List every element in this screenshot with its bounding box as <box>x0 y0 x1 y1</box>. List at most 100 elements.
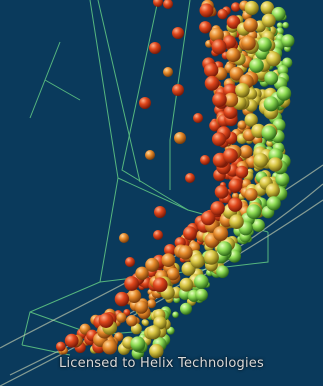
particle-sphere <box>195 288 208 302</box>
particle-sphere <box>275 172 290 187</box>
particle-sphere <box>226 47 241 63</box>
particle-sphere <box>127 289 142 303</box>
particle-sphere <box>183 226 197 241</box>
particle-sphere <box>211 39 227 55</box>
particle-sphere <box>276 86 292 101</box>
particle-sphere <box>179 277 194 292</box>
particle-sphere <box>149 42 161 54</box>
particle-sphere <box>235 165 249 179</box>
particle-sphere <box>199 3 214 18</box>
particle-sphere <box>243 18 258 33</box>
particle-sphere <box>55 341 66 352</box>
particle-sphere <box>139 97 151 109</box>
particle-sphere <box>185 173 195 183</box>
particle-sphere <box>102 339 118 355</box>
particle-sphere <box>154 206 166 218</box>
particle-sphere <box>210 201 225 216</box>
particle-sphere <box>161 253 176 267</box>
license-watermark: Licensed to Helix Technologies <box>59 356 264 371</box>
particle-sphere <box>229 214 244 229</box>
particle-sphere <box>147 299 156 309</box>
particle-sphere <box>244 188 258 201</box>
particle-sphere <box>235 83 250 98</box>
particle-sphere <box>64 333 79 348</box>
particle-sphere <box>281 34 295 48</box>
particle-sphere <box>217 241 232 256</box>
particle-sphere <box>164 244 176 256</box>
particle-sphere <box>126 315 138 327</box>
particle-sphere <box>223 92 239 108</box>
particle-sphere <box>145 257 160 272</box>
particle-sphere <box>204 75 220 91</box>
particle-sphere <box>180 302 192 315</box>
particle-sphere <box>116 312 127 323</box>
particle-sphere <box>130 336 146 352</box>
particle-sphere <box>153 230 163 240</box>
particle-sphere <box>223 105 238 119</box>
particle-sphere <box>134 300 148 314</box>
wireframe-frame <box>21 0 269 356</box>
particle-sphere <box>125 257 135 267</box>
particle-sphere <box>149 343 164 359</box>
particle-spheres <box>55 0 295 360</box>
particle-sphere <box>216 265 229 279</box>
particle-sphere <box>119 233 129 243</box>
particle-sphere <box>228 178 243 193</box>
particle-sphere <box>178 245 193 260</box>
particle-sphere <box>153 0 163 7</box>
particle-sphere <box>268 157 283 172</box>
particle-sphere <box>244 0 259 16</box>
particle-sphere <box>193 113 203 123</box>
particle-sphere <box>228 197 243 212</box>
particle-sphere <box>214 185 229 199</box>
particle-sphere <box>265 183 280 198</box>
particle-sphere <box>246 204 262 220</box>
particle-sphere <box>249 58 264 73</box>
particle-sphere <box>237 120 247 130</box>
particle-sphere <box>231 2 241 12</box>
particle-sphere <box>98 313 114 328</box>
particle-sphere <box>282 22 289 29</box>
particle-sphere <box>266 196 281 211</box>
particle-sphere <box>260 1 275 15</box>
particle-sphere <box>209 27 224 43</box>
particle-sphere <box>257 37 272 52</box>
particle-sphere <box>142 319 149 326</box>
particle-sphere <box>172 311 179 318</box>
particle-sphere <box>241 35 256 51</box>
particle-sphere <box>204 250 219 265</box>
particle-sphere <box>213 226 229 242</box>
particle-sphere <box>166 267 180 281</box>
particle-sphere <box>263 96 279 112</box>
particle-sphere <box>201 210 216 226</box>
particle-sphere <box>277 64 289 76</box>
particle-sphere <box>251 218 265 232</box>
particle-sphere <box>199 21 212 34</box>
particle-sphere <box>174 132 186 144</box>
particle-sphere <box>146 325 161 340</box>
particle-sphere <box>229 66 244 81</box>
particle-sphere <box>261 13 276 28</box>
particle-sphere <box>163 67 173 77</box>
particle-sphere <box>222 148 238 164</box>
particle-sphere <box>261 125 277 141</box>
particle-sphere <box>163 0 173 9</box>
particle-sphere <box>212 92 227 107</box>
particle-sphere <box>135 266 149 280</box>
particle-sphere <box>172 27 184 39</box>
particle-sphere <box>152 277 168 293</box>
particle-sphere <box>212 132 226 147</box>
particle-sphere <box>172 84 184 96</box>
particle-sphere <box>217 8 228 20</box>
particle-sphere <box>194 274 209 289</box>
particle-sphere <box>226 15 241 29</box>
particle-sphere <box>253 153 269 168</box>
particle-sphere <box>239 145 253 159</box>
particle-sphere <box>204 62 219 78</box>
particle-sphere <box>276 22 283 29</box>
particle-sphere <box>145 150 155 160</box>
particle-sphere <box>200 155 210 165</box>
particle-sphere <box>190 253 205 269</box>
particle-sphere <box>266 51 281 67</box>
